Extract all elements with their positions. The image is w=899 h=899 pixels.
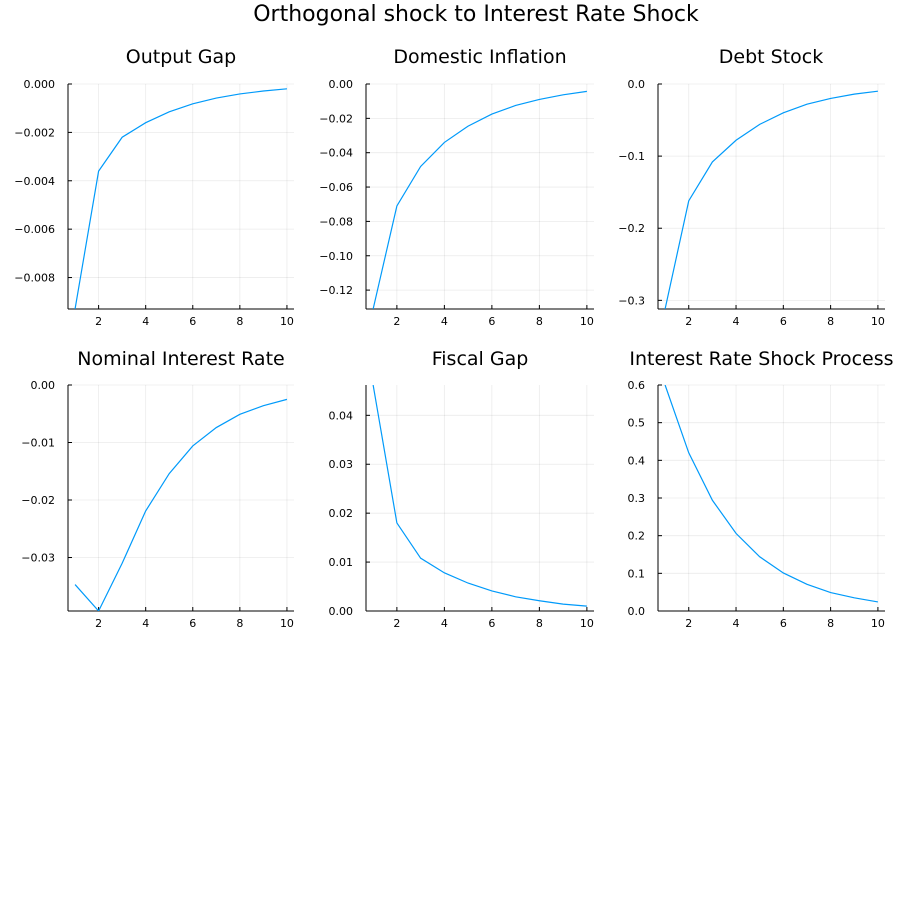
x-tick-label: 10 xyxy=(580,315,594,328)
x-tick-label: 4 xyxy=(142,315,149,328)
x-tick-label: 2 xyxy=(685,315,692,328)
y-tick-label: −0.10 xyxy=(319,250,353,263)
x-tick-label: 8 xyxy=(536,315,543,328)
y-tick-label: −0.08 xyxy=(319,215,353,228)
panel-1: Output Gap 2 4 6 8 10 0.000 −0.002 −0.004 −0.006 −… xyxy=(14,46,294,328)
x-tick-label: 6 xyxy=(488,315,495,328)
x-tick-label: 10 xyxy=(580,617,594,630)
y-tick-label: 0.01 xyxy=(329,556,354,569)
y-tick-label: 0.00 xyxy=(329,605,354,618)
y-tick-label: 0.000 xyxy=(24,78,56,91)
x-tick-label: 8 xyxy=(236,617,243,630)
x-tick-label: 2 xyxy=(95,617,102,630)
y-tick-label: 0.02 xyxy=(329,507,354,520)
panel-3: Debt Stock 2 4 6 8 10 0.0 −0.1 −0.2 −0.3 xyxy=(618,46,885,328)
x-tick-label: 6 xyxy=(189,617,196,630)
x-tick-label: 4 xyxy=(142,617,149,630)
x-tick-label: 6 xyxy=(488,617,495,630)
y-tick-label: 0.0 xyxy=(628,78,646,91)
y-tick-label: −0.02 xyxy=(21,494,55,507)
x-tick-label: 4 xyxy=(733,315,740,328)
y-tick-label: −0.008 xyxy=(14,272,55,285)
y-tick-label: −0.04 xyxy=(319,147,353,160)
y-tick-label: −0.03 xyxy=(21,552,55,565)
panel-5: Fiscal Gap 2 4 6 8 10 0.00 0.01 0.02 0.03 0.04 xyxy=(329,348,594,630)
y-tick-label: 0.5 xyxy=(628,417,646,430)
y-tick-label: −0.06 xyxy=(319,181,353,194)
y-tick-label: 0.04 xyxy=(329,409,354,422)
panel-title: Interest Rate Shock Process A xyxy=(629,348,899,370)
panel-2: Domestic Inflation 2 4 6 8 10 0.00 −0.02 −0.04 −0… xyxy=(319,46,594,328)
y-tick-label: −0.2 xyxy=(618,222,645,235)
panel-6: Interest Rate Shock Process A 2 4 6 8 10 0.0 0.… xyxy=(628,348,899,630)
figure-title: Orthogonal shock to Interest Rate Shock xyxy=(253,2,699,27)
x-tick-label: 10 xyxy=(871,315,885,328)
x-tick-label: 6 xyxy=(780,315,787,328)
y-tick-label: −0.02 xyxy=(319,112,353,125)
x-tick-label: 2 xyxy=(95,315,102,328)
y-tick-label: −0.006 xyxy=(14,223,55,236)
series-line xyxy=(664,90,878,309)
y-tick-label: 0.6 xyxy=(628,379,646,392)
x-tick-label: 2 xyxy=(685,617,692,630)
y-tick-label: 0.00 xyxy=(31,379,56,392)
panel-4: Nominal Interest Rate 2 4 6 8 10 0.00 −0.01 −0.0… xyxy=(21,348,294,630)
y-tick-label: 0.0 xyxy=(628,605,646,618)
panel-title: Domestic Inflation xyxy=(393,46,566,68)
y-tick-label: 0.00 xyxy=(329,78,354,91)
x-tick-label: 4 xyxy=(441,617,448,630)
x-tick-label: 6 xyxy=(780,617,787,630)
y-tick-label: 0.1 xyxy=(628,567,646,580)
x-tick-label: 8 xyxy=(827,315,834,328)
series-line xyxy=(74,88,287,309)
x-tick-label: 8 xyxy=(827,617,834,630)
y-tick-label: −0.002 xyxy=(14,126,55,139)
series-line xyxy=(664,385,879,603)
y-tick-label: 0.2 xyxy=(628,530,646,543)
x-tick-label: 2 xyxy=(393,617,400,630)
panel-title: Nominal Interest Rate xyxy=(77,348,284,370)
panel-title: Fiscal Gap xyxy=(432,348,529,370)
y-tick-label: −0.004 xyxy=(14,175,55,188)
y-tick-label: −0.01 xyxy=(21,437,55,450)
x-tick-label: 8 xyxy=(536,617,543,630)
x-tick-label: 8 xyxy=(236,315,243,328)
x-tick-label: 6 xyxy=(189,315,196,328)
y-tick-label: 0.4 xyxy=(628,454,646,467)
series-line xyxy=(372,385,587,607)
y-tick-label: −0.3 xyxy=(618,294,645,307)
y-tick-label: 0.3 xyxy=(628,492,646,505)
panels: Output Gap 2 4 6 8 10 0.000 −0.002 −0.004 −0.006 −… xyxy=(14,46,899,630)
x-tick-label: 2 xyxy=(393,315,400,328)
x-tick-label: 10 xyxy=(280,315,294,328)
y-tick-label: −0.12 xyxy=(319,284,353,297)
y-tick-label: 0.03 xyxy=(329,458,354,471)
panel-title: Debt Stock xyxy=(719,46,823,68)
x-tick-label: 10 xyxy=(871,617,885,630)
y-tick-label: −0.1 xyxy=(618,150,645,163)
x-tick-label: 4 xyxy=(441,315,448,328)
series-line xyxy=(74,398,288,611)
panel-title: Output Gap xyxy=(126,46,236,68)
x-tick-label: 4 xyxy=(733,617,740,630)
series-line xyxy=(372,90,587,309)
x-tick-label: 10 xyxy=(280,617,294,630)
